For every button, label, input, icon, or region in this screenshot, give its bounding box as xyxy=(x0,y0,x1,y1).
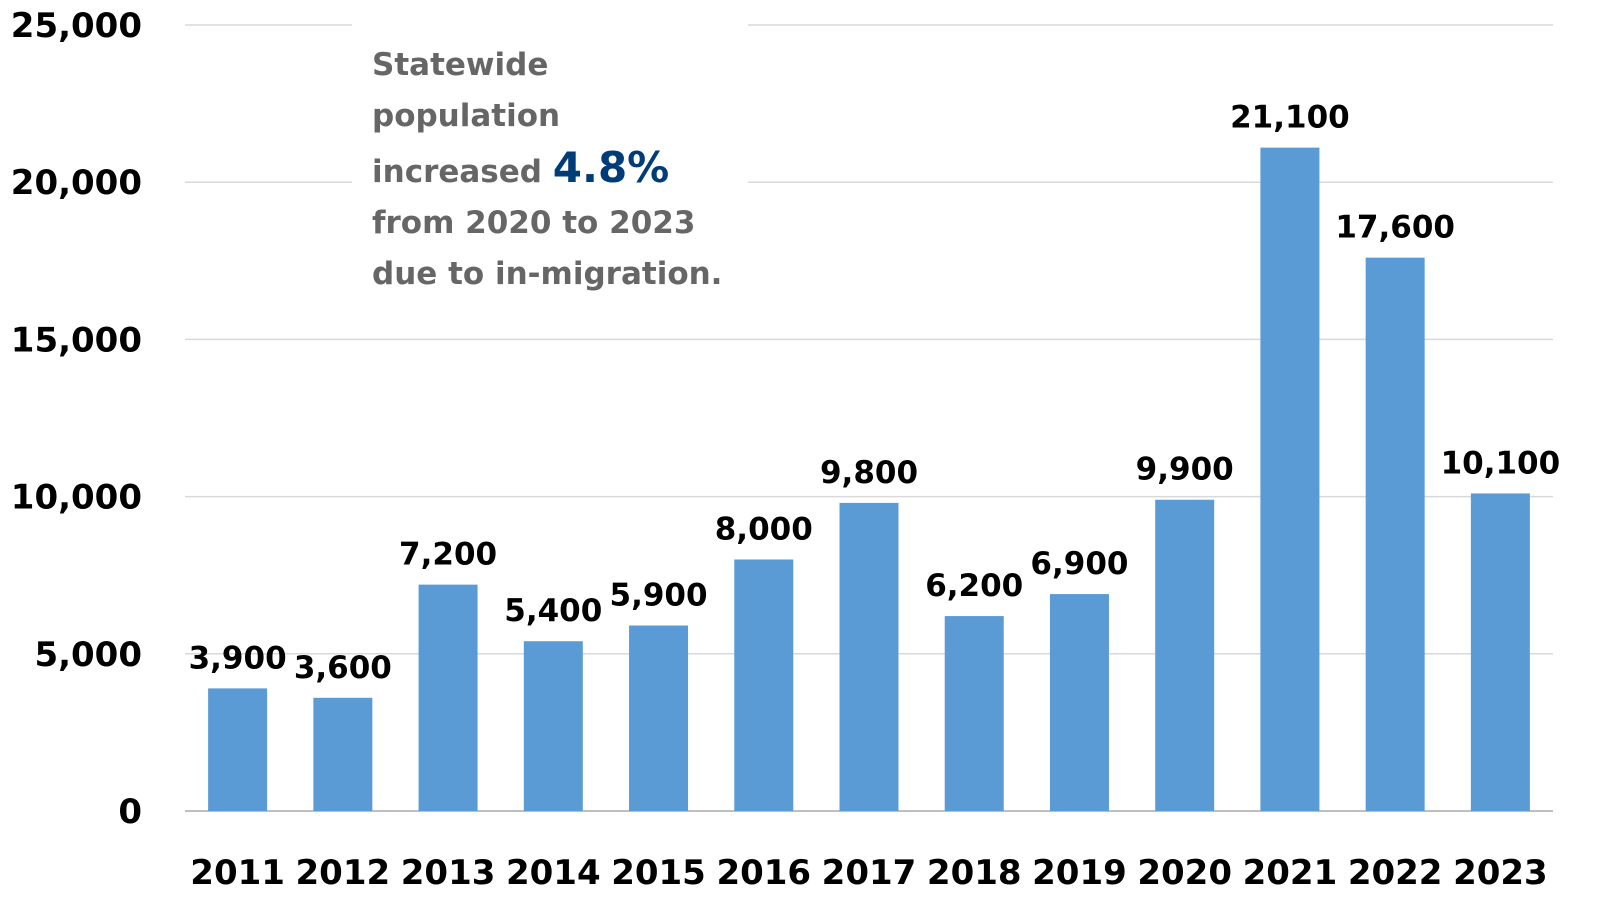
bar xyxy=(629,625,689,811)
annotation-box: Statewide population increased 4.8% from… xyxy=(352,24,748,316)
x-tick-label: 2014 xyxy=(506,853,601,893)
data-label: 5,900 xyxy=(610,578,708,614)
data-label: 3,600 xyxy=(294,650,392,686)
y-tick-label: 15,000 xyxy=(11,320,142,360)
bar xyxy=(418,584,478,811)
y-tick-label: 10,000 xyxy=(11,478,142,518)
bar xyxy=(523,641,583,811)
data-label: 6,200 xyxy=(925,568,1023,604)
x-tick-label: 2011 xyxy=(190,853,285,893)
annotation-line-3: increased 4.8% xyxy=(372,142,748,198)
annotation-line-3-prefix: increased xyxy=(372,154,542,190)
bar xyxy=(313,697,373,811)
x-tick-label: 2020 xyxy=(1137,853,1232,893)
x-tick-label: 2021 xyxy=(1243,853,1338,893)
data-label: 5,400 xyxy=(504,593,602,629)
bar xyxy=(839,502,899,811)
y-tick-label: 25,000 xyxy=(11,6,142,46)
x-axis-tick-labels: 2011 2012 2013 2014 2015 2016 2017 2018 2019 2020… xyxy=(190,853,1547,893)
bars xyxy=(208,147,1530,812)
data-label: 17,600 xyxy=(1335,210,1455,246)
x-tick-label: 2019 xyxy=(1032,853,1127,893)
x-tick-label: 2022 xyxy=(1348,853,1443,893)
annotation-line-2: population xyxy=(372,98,561,134)
x-tick-label: 2018 xyxy=(927,853,1022,893)
data-label: 3,900 xyxy=(189,640,287,676)
annotation-line-4: from 2020 to 2023 xyxy=(372,205,696,241)
data-label: 21,100 xyxy=(1230,100,1350,136)
data-label: 8,000 xyxy=(715,511,813,547)
data-label: 6,900 xyxy=(1030,546,1128,582)
x-tick-label: 2023 xyxy=(1453,853,1548,893)
bar xyxy=(208,688,268,811)
x-tick-label: 2013 xyxy=(401,853,496,893)
bar xyxy=(1260,147,1320,812)
annotation-line-1: Statewide xyxy=(372,47,549,83)
x-tick-label: 2017 xyxy=(822,853,917,893)
x-tick-label: 2015 xyxy=(611,853,706,893)
data-label: 10,100 xyxy=(1441,445,1561,481)
y-tick-label: 20,000 xyxy=(11,163,142,203)
x-tick-label: 2016 xyxy=(716,853,811,893)
bar xyxy=(1470,493,1530,811)
data-label: 7,200 xyxy=(399,537,497,573)
y-tick-label: 0 xyxy=(118,792,142,832)
bar xyxy=(1155,499,1215,811)
bar xyxy=(1365,257,1425,811)
bar xyxy=(1049,594,1109,811)
data-label: 9,900 xyxy=(1136,452,1234,488)
bar xyxy=(734,559,794,811)
annotation-line-5: due to in-migration. xyxy=(372,256,723,292)
annotation-highlight-value: 4.8% xyxy=(552,143,670,192)
x-tick-label: 2012 xyxy=(296,853,391,893)
data-label: 9,800 xyxy=(820,455,918,491)
bar xyxy=(944,616,1004,811)
y-axis-tick-labels: 0 5,000 10,000 15,000 20,000 25,000 xyxy=(11,6,142,832)
y-tick-label: 5,000 xyxy=(34,635,142,675)
